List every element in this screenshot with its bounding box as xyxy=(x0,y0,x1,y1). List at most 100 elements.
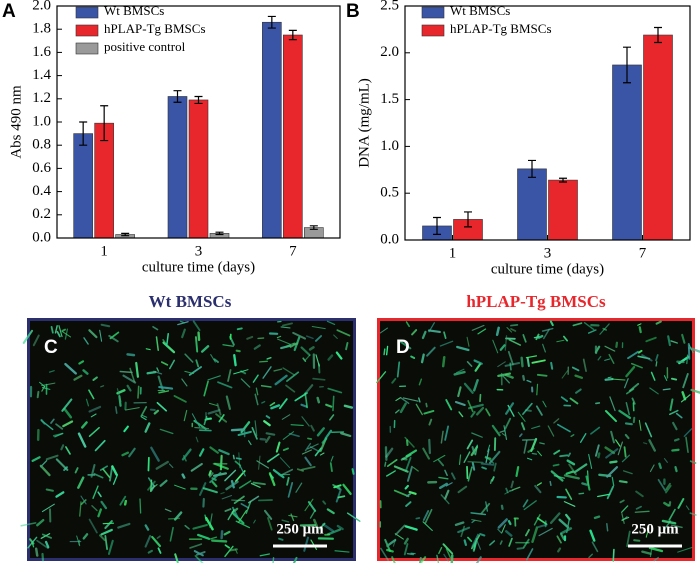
cell xyxy=(634,540,639,541)
cell xyxy=(663,389,670,390)
cell xyxy=(644,443,647,444)
y-tick-label: 0.8 xyxy=(32,137,51,153)
x-tick-label: 7 xyxy=(289,243,297,259)
y-tick-label: 1.4 xyxy=(32,67,51,83)
cell xyxy=(608,377,611,378)
cell xyxy=(232,429,243,430)
cell xyxy=(468,462,483,463)
cell xyxy=(416,518,419,519)
cell xyxy=(146,349,150,350)
cell xyxy=(510,363,511,369)
cell xyxy=(675,439,678,440)
cell xyxy=(480,534,484,535)
cell xyxy=(620,481,627,482)
cell xyxy=(551,363,552,369)
cell xyxy=(522,358,523,366)
x-tick-label: 3 xyxy=(544,245,552,261)
legend-swatch xyxy=(422,25,444,36)
cell xyxy=(532,453,536,454)
bar xyxy=(74,134,93,238)
cell xyxy=(148,372,156,373)
y-tick-label: 1.0 xyxy=(380,138,399,154)
cell xyxy=(550,482,551,486)
cell xyxy=(616,343,617,347)
legend-label: Wt BMSCs xyxy=(104,3,164,18)
cell xyxy=(36,549,37,556)
cell xyxy=(234,355,235,365)
y-tick-label: 2.5 xyxy=(380,0,399,13)
scale-bar-label: 250 μm xyxy=(631,521,679,537)
cell xyxy=(237,458,241,459)
x-axis-label: culture time (days) xyxy=(491,261,604,277)
x-tick-label: 3 xyxy=(195,243,203,259)
x-tick-label: 1 xyxy=(449,245,457,261)
legend-label: positive control xyxy=(104,39,186,54)
legend-label: hPLAP-Tg BMSCs xyxy=(450,21,552,36)
cell xyxy=(212,541,226,542)
y-tick-label: 1.8 xyxy=(32,21,51,37)
bar xyxy=(262,22,281,238)
legend-swatch xyxy=(76,25,98,36)
cell xyxy=(183,475,185,478)
cell xyxy=(443,357,444,366)
legend-label: Wt BMSCs xyxy=(450,3,510,18)
y-tick-label: 1.2 xyxy=(32,90,51,106)
cell xyxy=(291,425,303,426)
legend-swatch xyxy=(76,43,98,54)
legend-swatch xyxy=(422,7,444,18)
cell xyxy=(385,462,386,466)
cell xyxy=(676,467,677,471)
y-axis-label: Abs 490 nm xyxy=(8,85,24,159)
cell xyxy=(384,349,385,354)
cell xyxy=(610,462,616,463)
cell xyxy=(579,493,583,494)
cell xyxy=(523,376,524,380)
cell xyxy=(267,433,275,434)
cell xyxy=(537,384,538,394)
cell xyxy=(607,524,608,531)
cell xyxy=(511,325,517,326)
cell xyxy=(169,518,180,519)
cell xyxy=(138,386,139,398)
cell xyxy=(230,549,237,550)
cell xyxy=(526,410,531,411)
cell xyxy=(598,453,599,457)
cell xyxy=(238,328,242,329)
cell xyxy=(510,490,513,491)
cell xyxy=(491,480,492,483)
y-tick-label: 0.6 xyxy=(32,160,51,176)
panel-label: C xyxy=(44,337,58,358)
cell xyxy=(595,517,599,518)
cell xyxy=(308,438,311,439)
cell xyxy=(120,372,132,373)
legend-swatch xyxy=(76,7,98,18)
bar xyxy=(644,35,673,240)
cell xyxy=(411,357,414,359)
cell xyxy=(558,549,560,552)
cell xyxy=(128,354,134,355)
cell xyxy=(339,496,345,497)
x-axis-label: culture time (days) xyxy=(142,259,255,275)
cell xyxy=(125,501,126,504)
cell xyxy=(345,406,352,408)
cell xyxy=(672,450,678,451)
x-tick-label: 1 xyxy=(100,243,108,259)
cell xyxy=(196,337,197,351)
cell xyxy=(387,346,388,354)
cell xyxy=(560,455,567,456)
y-axis-label: DNA (mg/mL) xyxy=(356,78,372,168)
legend-label: hPLAP-Tg BMSCs xyxy=(104,21,206,36)
cell xyxy=(659,464,660,468)
cell xyxy=(38,392,39,397)
cell xyxy=(62,330,65,331)
cell xyxy=(52,327,53,333)
y-tick-label: 1.6 xyxy=(32,44,51,60)
cell xyxy=(331,463,332,471)
image-title: hPLAP-Tg BMSCs xyxy=(466,292,606,311)
cell xyxy=(140,499,141,513)
cell xyxy=(279,539,283,540)
bar xyxy=(283,35,302,238)
cell xyxy=(199,333,200,340)
y-tick-label: 0.4 xyxy=(32,183,51,199)
y-tick-label: 2.0 xyxy=(380,44,399,60)
